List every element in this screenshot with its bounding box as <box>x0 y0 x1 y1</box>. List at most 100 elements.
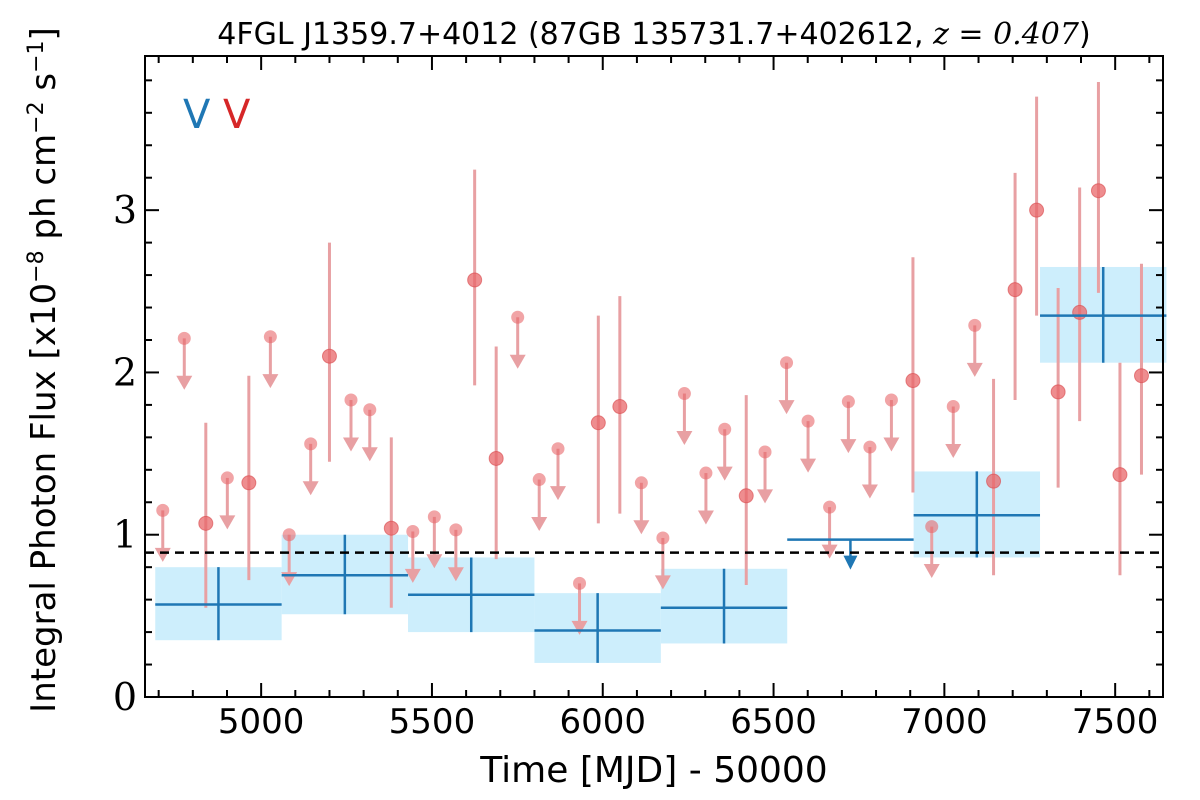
fine-upper-limit-point <box>718 422 732 436</box>
fine-upper-limit-arrow <box>262 374 279 389</box>
fine-upper-limit-point <box>823 500 837 514</box>
fine-upper-limit-point <box>344 393 358 407</box>
x-tick-label: 6500 <box>730 702 817 742</box>
fine-upper-limit-point <box>532 473 546 487</box>
fine-upper-limit-point <box>406 524 420 538</box>
fine-upper-limit-arrow <box>633 520 650 535</box>
fine-data-point <box>488 450 504 466</box>
fine-upper-limit-arrow <box>923 564 940 579</box>
y-axis-label: Integral Photon Flux [x10−8 ph cm−2 s−1] <box>24 27 65 713</box>
fine-data-point <box>1090 183 1106 199</box>
fine-upper-limit-arrow <box>778 400 795 415</box>
x-tick-label: 5500 <box>389 702 476 742</box>
fine-upper-limit-arrow <box>654 575 671 590</box>
fine-upper-limit-arrow <box>571 620 588 635</box>
fine-upper-limit-arrow <box>509 354 526 369</box>
fine-data-point <box>612 399 628 415</box>
ylabel-main: Integral Photon Flux [x10 <box>24 283 64 713</box>
title-redshift: z = 0.407 <box>932 17 1080 52</box>
fine-upper-limit-arrow <box>840 439 857 454</box>
plot-area: 5000 5500 6000 6500 7000 7500 0 1 2 3 V V <box>113 55 1167 742</box>
fine-upper-limit-arrow <box>219 515 236 530</box>
ylabel-close: ] <box>24 27 64 40</box>
fine-upper-limit-arrow <box>966 362 983 377</box>
x-axis-label: Time [MJD] - 50000 <box>479 750 827 791</box>
fine-upper-limit-point <box>780 356 794 370</box>
fine-data-point <box>467 272 483 288</box>
fine-upper-limit-point <box>263 330 277 344</box>
fine-data-point <box>905 373 921 389</box>
x-tick-label: 7500 <box>1072 702 1159 742</box>
fine-upper-limit-arrow <box>404 568 421 583</box>
fine-upper-limit-point <box>363 403 377 417</box>
fine-upper-limit-point <box>427 510 441 524</box>
fine-upper-limit-point <box>863 440 877 454</box>
ylabel-exp3: −1 <box>24 40 49 72</box>
fine-upper-limit-point <box>634 476 648 490</box>
fine-upper-limit-point <box>758 445 772 459</box>
title-suffix: ) <box>1079 17 1091 52</box>
fine-upper-limit-arrow <box>800 458 817 473</box>
fine-upper-limit-arrow <box>154 547 171 562</box>
fine-upper-limit-point <box>177 331 191 345</box>
y-tick-label: 1 <box>113 513 137 557</box>
fine-upper-limit-arrow <box>716 466 733 481</box>
fine-data-point <box>738 488 754 504</box>
fine-upper-limit-point <box>573 576 587 590</box>
fine-upper-limit-point <box>677 387 691 401</box>
ylabel-mid: ph cm <box>24 134 64 251</box>
x-tick-label: 6000 <box>559 702 646 742</box>
fine-upper-limit-point <box>699 466 713 480</box>
plot-frame <box>144 55 1164 698</box>
fine-data-point <box>986 473 1002 489</box>
fine-upper-limit-arrow <box>302 481 319 496</box>
fine-data-point <box>1007 282 1023 298</box>
fine-upper-limit-arrow <box>821 544 838 559</box>
fine-data-point <box>198 515 214 531</box>
fine-upper-limit-point <box>801 414 815 428</box>
y-tick-label: 0 <box>113 675 137 719</box>
fine-data-point <box>1112 467 1128 483</box>
fine-upper-limit-point <box>841 395 855 409</box>
y-tick-label: 2 <box>113 350 137 394</box>
fine-upper-limit-arrow <box>176 375 193 390</box>
coarse-upper-limit-arrow <box>843 555 858 570</box>
fine-upper-limit-arrow <box>361 447 378 462</box>
fine-upper-limit-point <box>884 393 898 407</box>
fine-data-point <box>383 520 399 536</box>
fine-upper-limit-point <box>511 310 525 324</box>
fine-upper-limit-point <box>968 318 982 332</box>
fine-upper-limit-point <box>656 531 670 545</box>
fine-upper-limit-point <box>282 528 296 542</box>
fine-data-point <box>321 348 337 364</box>
ylabel-end: s <box>24 73 64 102</box>
fine-upper-limit-arrow <box>757 489 774 504</box>
fine-upper-limit-point <box>946 400 960 414</box>
legend-mark: V <box>183 92 211 138</box>
fine-upper-limit-point <box>551 442 565 456</box>
fine-upper-limit-point <box>156 503 170 517</box>
fine-upper-limit-arrow <box>531 516 548 531</box>
y-tick-label: 3 <box>113 188 137 232</box>
fine-upper-limit-point <box>925 520 939 534</box>
fine-upper-limit-point <box>449 523 463 537</box>
fine-upper-limit-arrow <box>426 554 443 569</box>
chart-title: 4FGL J1359.7+4012 (87GB 135731.7+402612,… <box>217 17 1090 52</box>
fine-upper-limit-arrow <box>945 443 962 458</box>
x-tick-label: 7000 <box>901 702 988 742</box>
fine-upper-limit-arrow <box>550 486 567 501</box>
title-prefix: 4FGL J1359.7+4012 (87GB 135731.7+402612, <box>217 17 933 52</box>
fine-upper-limit-point <box>304 437 318 451</box>
ylabel-exp1: −8 <box>24 250 49 282</box>
fine-data-point <box>241 475 257 491</box>
fine-upper-limit-arrow <box>342 437 359 452</box>
fine-data-point <box>1133 368 1149 384</box>
fine-data-point <box>1029 202 1045 218</box>
fine-data-point <box>1050 384 1066 400</box>
fine-upper-limit-arrow <box>861 484 878 499</box>
fine-upper-limit-arrow <box>447 567 464 582</box>
fine-data-point <box>590 415 606 431</box>
legend-mark: V <box>223 92 251 138</box>
fine-upper-limit-arrow <box>697 510 714 525</box>
